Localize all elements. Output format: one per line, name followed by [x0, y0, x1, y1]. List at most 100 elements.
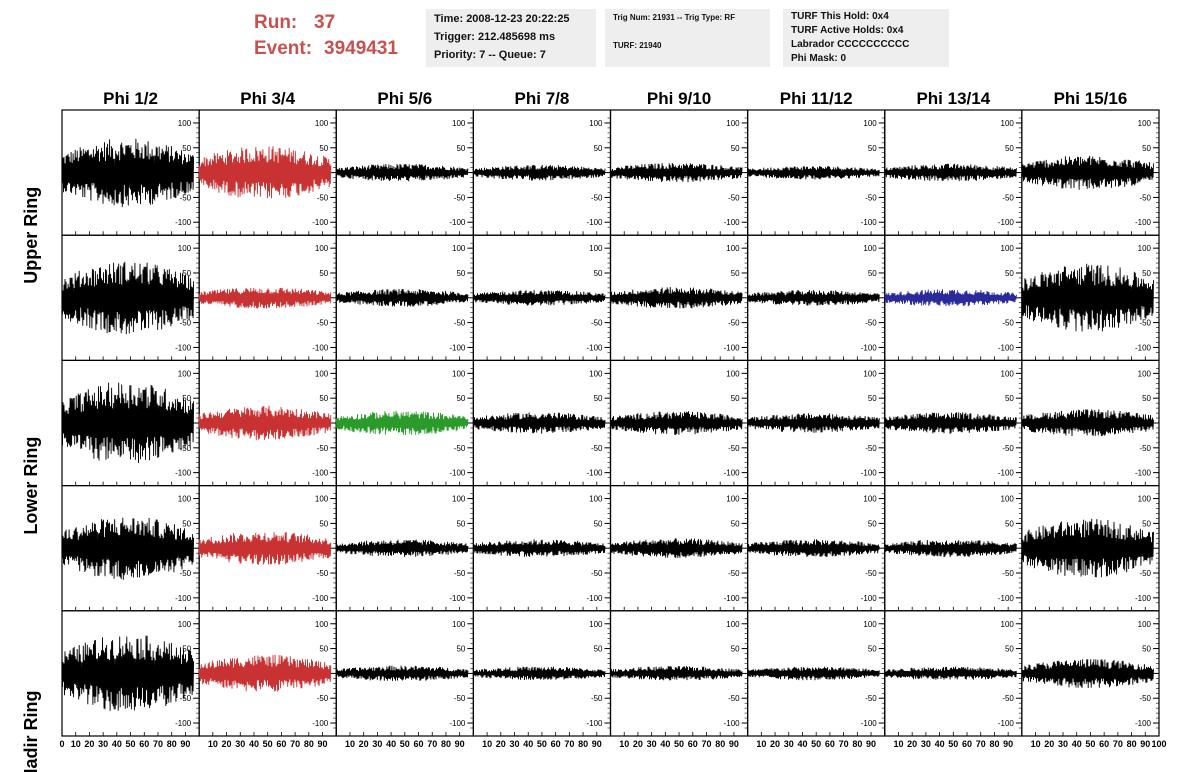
column-header: Phi 9/10 — [647, 89, 711, 108]
y-tick-label: 100 — [1138, 244, 1152, 253]
y-tick-label: 50 — [868, 519, 877, 528]
y-tick-label: -50 — [728, 193, 740, 202]
y-tick-label: 50 — [1005, 269, 1014, 278]
x-tick-label: 50 — [1085, 739, 1095, 749]
y-tick-label: -100 — [175, 218, 192, 227]
x-tick-label: 30 — [510, 739, 520, 749]
waveform-trace — [61, 261, 195, 335]
x-tick-label: 10 — [756, 739, 766, 749]
x-tick-label: 20 — [770, 739, 780, 749]
y-tick-label: -100 — [312, 719, 329, 728]
y-tick-label: 50 — [319, 269, 328, 278]
waveform-trace — [747, 539, 880, 558]
y-tick-label: -50 — [1002, 694, 1014, 703]
y-tick-label: -50 — [180, 193, 192, 202]
y-tick-label: -100 — [449, 719, 466, 728]
y-tick-label: 50 — [182, 269, 191, 278]
x-tick-label: 10 — [893, 739, 903, 749]
y-tick-label: -100 — [998, 594, 1015, 603]
y-tick-label: 100 — [863, 244, 877, 253]
y-tick-label: 50 — [456, 269, 465, 278]
waveform-trace — [335, 410, 469, 436]
waveform-trace — [610, 162, 743, 183]
x-tick-label: 50 — [674, 739, 684, 749]
y-tick-label: 50 — [319, 144, 328, 153]
y-tick-label: -50 — [1002, 193, 1014, 202]
y-tick-label: 100 — [1138, 495, 1152, 504]
x-tick-label: 30 — [784, 739, 794, 749]
x-tick-label: 80 — [1127, 739, 1137, 749]
x-tick-label: 90 — [1140, 739, 1150, 749]
y-tick-label: 50 — [319, 519, 328, 528]
y-tick-label: 100 — [726, 244, 740, 253]
y-tick-label: 50 — [868, 645, 877, 654]
y-tick-label: -50 — [1002, 569, 1014, 578]
y-tick-label: 100 — [589, 620, 603, 629]
x-tick-label: 100 — [1151, 739, 1166, 749]
time-text: Time: 2008-12-23 20:22:25 — [434, 13, 570, 25]
y-tick-label: -100 — [449, 594, 466, 603]
x-tick-label: 40 — [660, 739, 670, 749]
y-tick-label: -100 — [998, 343, 1015, 352]
y-tick-label: 50 — [594, 519, 603, 528]
y-tick-label: 100 — [452, 369, 466, 378]
y-tick-label: 50 — [182, 519, 191, 528]
labrador-text: Labrador CCCCCCCCCC — [791, 39, 910, 50]
y-tick-label: -50 — [454, 319, 466, 328]
waveform-trace — [472, 539, 606, 557]
y-tick-label: -50 — [591, 569, 603, 578]
waveform-trace — [198, 532, 332, 565]
x-tick-label: 30 — [647, 739, 657, 749]
y-tick-label: -50 — [865, 319, 877, 328]
y-tick-label: -100 — [861, 469, 878, 478]
y-tick-label: -100 — [724, 343, 741, 352]
x-tick-label: 10 — [1031, 739, 1041, 749]
y-tick-label: -100 — [175, 469, 192, 478]
x-tick-label: 10 — [208, 739, 218, 749]
y-tick-label: -50 — [728, 319, 740, 328]
y-tick-label: 100 — [178, 495, 192, 504]
y-tick-label: 100 — [589, 244, 603, 253]
y-tick-label: 50 — [182, 394, 191, 403]
waveform-trace — [61, 138, 195, 208]
y-tick-label: -50 — [1139, 569, 1151, 578]
y-tick-label: -50 — [1002, 444, 1014, 453]
y-tick-label: -100 — [586, 469, 603, 478]
x-tick-label: 20 — [359, 739, 369, 749]
y-tick-label: -100 — [1135, 719, 1152, 728]
y-tick-label: 50 — [594, 144, 603, 153]
y-tick-label: -100 — [449, 469, 466, 478]
column-header: Phi 5/6 — [377, 89, 432, 108]
y-tick-label: -100 — [724, 719, 741, 728]
y-tick-label: 50 — [1005, 519, 1014, 528]
waveform-trace — [198, 287, 332, 309]
y-tick-label: -100 — [312, 343, 329, 352]
x-tick-label: 30 — [235, 739, 245, 749]
y-tick-label: 50 — [1142, 394, 1151, 403]
y-tick-label: 50 — [868, 144, 877, 153]
waveform-trace — [472, 666, 606, 681]
y-tick-label: -50 — [865, 193, 877, 202]
x-tick-label: 80 — [441, 739, 451, 749]
waveform-trace — [472, 290, 606, 306]
x-tick-label: 80 — [852, 739, 862, 749]
y-tick-label: -50 — [1139, 319, 1151, 328]
y-tick-label: 100 — [1001, 244, 1015, 253]
waveform-trace — [884, 289, 1017, 307]
waveform-trace — [1021, 263, 1154, 332]
x-tick-label: 20 — [496, 739, 506, 749]
column-header: Phi 11/12 — [780, 89, 853, 108]
column-header: Phi 13/14 — [916, 89, 990, 108]
waveform-trace — [884, 412, 1017, 434]
y-tick-label: 50 — [731, 394, 740, 403]
x-tick-label: 40 — [935, 739, 945, 749]
y-tick-label: 100 — [726, 119, 740, 128]
y-tick-label: 50 — [1142, 144, 1151, 153]
y-tick-label: 100 — [863, 369, 877, 378]
x-tick-label: 50 — [537, 739, 547, 749]
y-tick-label: -50 — [728, 444, 740, 453]
y-tick-label: 100 — [863, 495, 877, 504]
x-tick-label: 90 — [729, 739, 739, 749]
y-tick-label: 100 — [315, 620, 329, 629]
y-tick-label: 50 — [182, 645, 191, 654]
